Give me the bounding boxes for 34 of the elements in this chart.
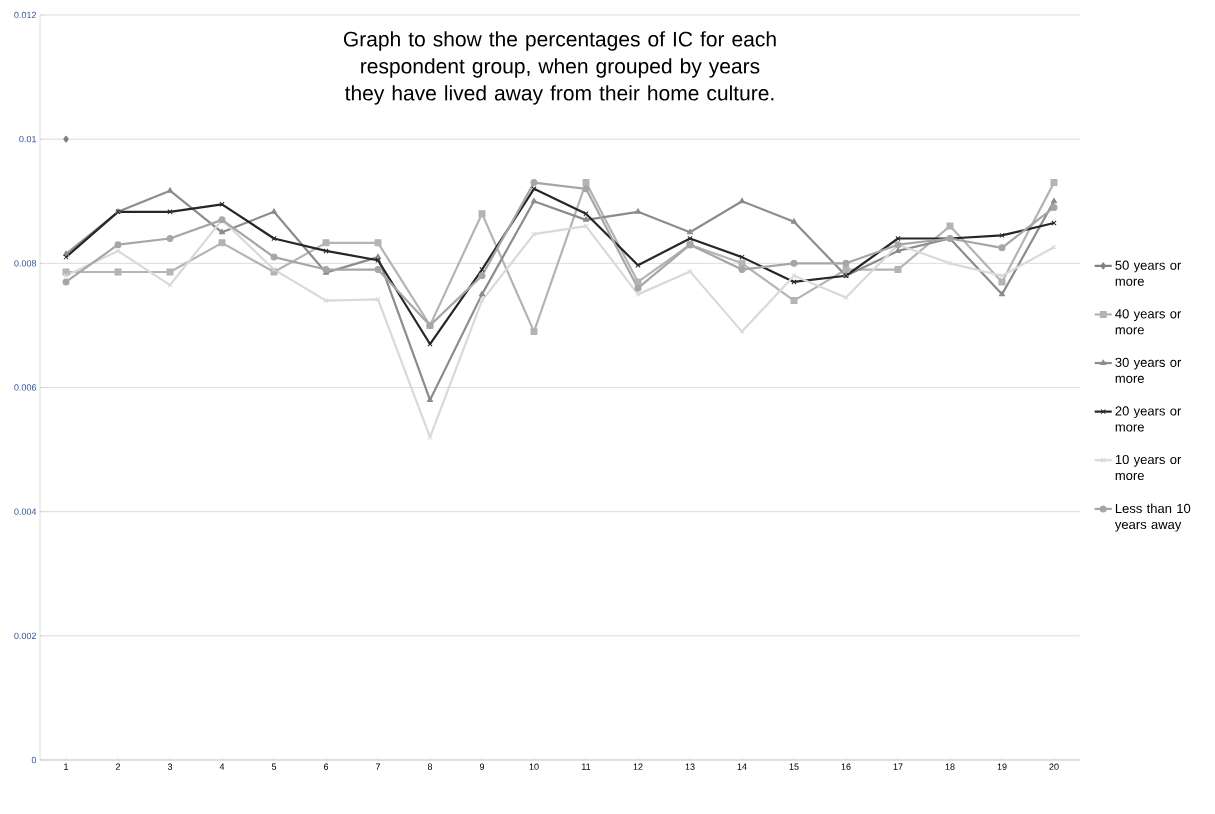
- x-tick-label: 3: [167, 763, 173, 770]
- x-tick-label: 15: [789, 763, 799, 770]
- x-tick-label: 17: [893, 763, 903, 770]
- legend-label: 50 years or more: [1115, 260, 1182, 286]
- legend-label: 30 years or more: [1115, 357, 1182, 383]
- x-tick-label: 16: [841, 763, 851, 770]
- x-tick-label: 12: [633, 763, 643, 770]
- legend-label: 10 years or more: [1115, 454, 1182, 481]
- x-tick-label: 11: [582, 763, 591, 770]
- x-tick-label: 19: [997, 763, 1007, 770]
- y-tick-label: 0.008: [14, 260, 37, 267]
- x-tick-label: 2: [115, 763, 121, 770]
- y-tick-label: 0: [31, 756, 37, 764]
- x-tick-label: 10: [529, 763, 539, 770]
- x-tick-label: 13: [685, 763, 695, 770]
- x-tick-label: 8: [427, 763, 433, 770]
- legend-label: 20 years or more: [1115, 406, 1182, 432]
- y-tick-label: 0.002: [14, 632, 37, 640]
- x-tick-label: 7: [375, 763, 381, 770]
- y-tick-label: 0.004: [14, 508, 37, 515]
- y-tick-label: 0.006: [14, 384, 37, 391]
- x-tick-label: 1: [64, 763, 69, 770]
- x-tick-label: 14: [737, 763, 747, 770]
- x-tick-label: 6: [323, 763, 329, 770]
- y-tick-label: 0.01: [19, 135, 37, 143]
- text: Graph to show the percentages of IC for each respondent group, when grouped by years they have lived away from their home culture.: [343, 31, 776, 105]
- x-tick-label: 5: [271, 763, 277, 770]
- x-tick-label: 9: [479, 763, 485, 770]
- x-tick-label: 20: [1049, 763, 1059, 770]
- x-tick-label: 4: [219, 763, 225, 770]
- legend-label: 40 years or more: [1115, 309, 1182, 335]
- x-tick-label: 18: [945, 763, 955, 770]
- y-tick-label: 0.012: [14, 11, 37, 19]
- legend-label: Less than 10 years away: [1114, 503, 1191, 532]
